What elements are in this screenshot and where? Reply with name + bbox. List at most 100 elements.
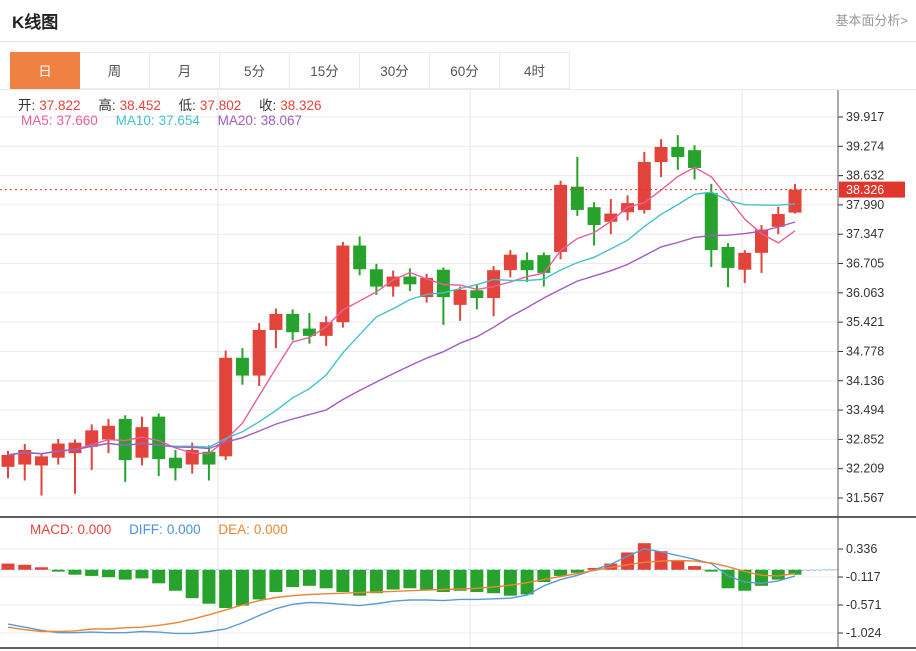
macd-bar (51, 569, 65, 572)
candle-body (336, 245, 350, 323)
macd-bar (570, 569, 584, 573)
macd-bar (336, 569, 350, 592)
candle-body (671, 146, 685, 158)
macd-axis-label: -0.571 (846, 598, 881, 612)
current-price-badge-text: 38.326 (846, 183, 884, 197)
macd-bar (85, 569, 99, 576)
ma5-label: MA5: (21, 113, 53, 128)
ma20-line (7, 221, 796, 456)
candle-body (604, 213, 618, 222)
macd-bar (219, 569, 233, 609)
close-label: 收: (258, 98, 277, 113)
candle-body (436, 269, 450, 298)
price-axis-label: 39.917 (846, 110, 884, 124)
tab-bar: 日周月 5分 15分 30分 60分 4时 (10, 52, 570, 89)
tab-30min[interactable]: 30分 (360, 52, 430, 89)
price-axis-label: 39.274 (846, 139, 884, 153)
candle-body (202, 451, 216, 465)
candle-body (470, 290, 484, 299)
fundamental-analysis-link[interactable]: 基本面分析> (835, 13, 908, 28)
high-value: 38.452 (119, 98, 161, 113)
macd-bar (235, 569, 249, 606)
tab-5min[interactable]: 5分 (220, 52, 290, 89)
dea-value: 0.000 (253, 522, 288, 537)
macd-row: MACD: 0.000 DIFF: 0.000 DEA: 0.000 (30, 522, 292, 537)
candle-body (135, 427, 149, 458)
title-divider (0, 41, 916, 42)
candle-body (453, 289, 467, 305)
price-axis-label: 38.632 (846, 169, 884, 183)
macd-bar (369, 569, 383, 594)
candle-body (537, 255, 551, 273)
macd-bar (1, 563, 15, 570)
macd-bar (688, 566, 702, 570)
ma20-label: MA20: (217, 113, 257, 128)
candle-body (68, 442, 82, 454)
macd-bar (118, 569, 132, 580)
macd-bar (269, 569, 283, 592)
candle-body (721, 246, 735, 268)
macd-axis-label: -0.117 (846, 570, 881, 584)
tab-month[interactable]: 月 (150, 52, 220, 89)
macd-bar (168, 569, 182, 591)
diff-label: DIFF: (129, 522, 163, 537)
candle-body (704, 193, 718, 251)
price-axis-label: 33.494 (846, 403, 884, 417)
tab-60min[interactable]: 60分 (430, 52, 500, 89)
macd-bar (503, 569, 517, 596)
ma20-value: 38.067 (260, 113, 302, 128)
ma5-value: 37.660 (56, 113, 98, 128)
candle-body (637, 162, 651, 210)
price-axis-label: 36.063 (846, 286, 884, 300)
macd-bar (353, 569, 367, 596)
macd-bar (252, 569, 266, 600)
macd-bar (487, 569, 501, 594)
page-title: K线图 (12, 13, 59, 32)
candle-body (587, 207, 601, 226)
macd-axis-label: 0.336 (846, 542, 877, 556)
ma5-line (7, 166, 796, 456)
tab-day[interactable]: 日 (10, 52, 80, 89)
ma10-value: 37.654 (158, 113, 200, 128)
candle-body (101, 425, 115, 440)
price-axis-label: 34.136 (846, 374, 884, 388)
macd-bar (554, 569, 568, 576)
ma-row: MA5: 37.660 MA10: 37.654 MA20: 38.067 (21, 113, 306, 128)
macd-bar (704, 569, 718, 572)
diff-extension-line (795, 569, 839, 572)
ma10-label: MA10: (115, 113, 155, 128)
candle-body (487, 270, 501, 299)
macd-bar (738, 569, 752, 591)
candle-body (152, 416, 166, 460)
macd-axis-label: -1.024 (846, 626, 881, 640)
tab-week[interactable]: 周 (80, 52, 150, 89)
macd-bar (101, 569, 115, 578)
macd-bar (771, 569, 785, 580)
macd-bar (621, 552, 635, 570)
price-axis-label: 35.421 (846, 315, 884, 329)
diff-line (7, 548, 796, 635)
macd-bar (286, 569, 300, 588)
tabbar-bottom-border (0, 89, 916, 90)
macd-bar (202, 569, 216, 604)
low-label: 低: (178, 98, 196, 113)
candle-body (738, 252, 752, 270)
candle-body (386, 276, 400, 287)
candle-body (520, 260, 534, 271)
candle-body (771, 214, 785, 227)
macd-bar (637, 543, 651, 570)
macd-bar (18, 564, 32, 570)
tab-15min[interactable]: 15分 (290, 52, 360, 89)
low-value: 37.802 (199, 98, 242, 113)
candle-body (353, 245, 367, 270)
candle-body (788, 189, 802, 213)
price-axis-label: 36.705 (846, 257, 884, 271)
candle-body (554, 184, 568, 252)
macd-bar (152, 569, 166, 584)
tab-4hour[interactable]: 4时 (500, 52, 570, 89)
ohlc-row: 开: 37.822 高: 38.452 低: 37.802 收: 38.326 (18, 94, 326, 114)
macd-bar (319, 569, 333, 589)
macd-bar (587, 567, 601, 570)
price-axis-label: 32.209 (846, 462, 884, 476)
macd-bar (403, 569, 417, 589)
